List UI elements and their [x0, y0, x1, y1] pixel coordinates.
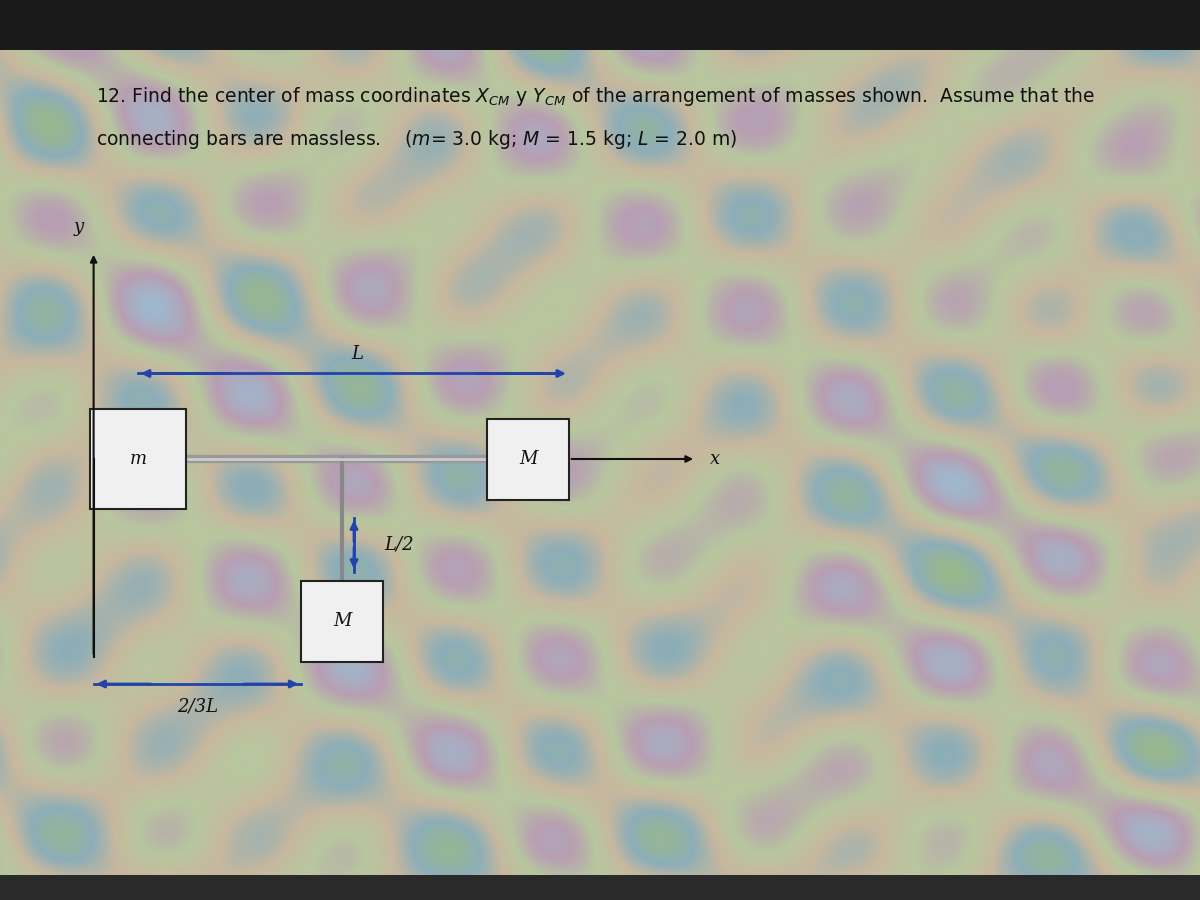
- Text: M: M: [518, 450, 538, 468]
- Text: y: y: [74, 218, 84, 236]
- Bar: [301, 580, 383, 662]
- Text: 2/3L: 2/3L: [176, 698, 218, 716]
- Bar: [0, 875, 1200, 900]
- Text: 12. Find the center of mass coordinates $X_{CM}$ y $Y_{CM}$ of the arrangement o: 12. Find the center of mass coordinates …: [96, 86, 1096, 109]
- Bar: [90, 410, 186, 508]
- Bar: [0, 0, 1200, 50]
- Text: connecting bars are massless.    ($m$= 3.0 kg; $M$ = 1.5 kg; $L$ = 2.0 m): connecting bars are massless. ($m$= 3.0 …: [96, 128, 737, 151]
- Bar: [487, 418, 569, 500]
- Text: x: x: [710, 450, 720, 468]
- Text: M: M: [332, 612, 352, 630]
- Text: L: L: [352, 345, 364, 363]
- Text: m: m: [130, 450, 146, 468]
- Text: L/2: L/2: [384, 536, 414, 554]
